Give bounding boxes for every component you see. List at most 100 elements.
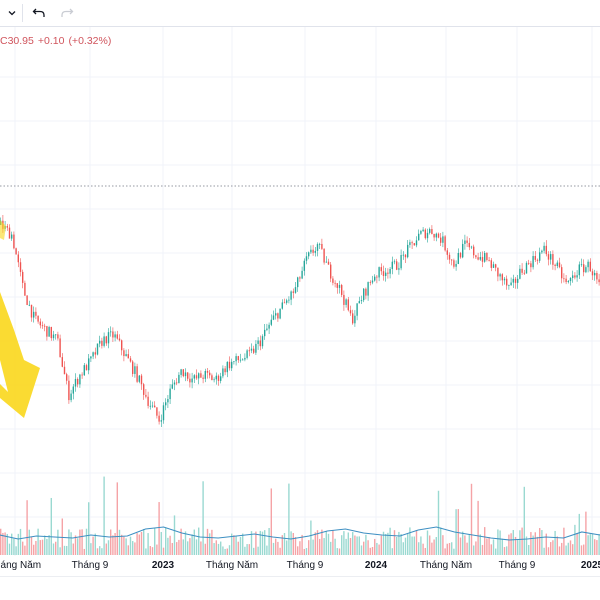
volume-bar bbox=[512, 530, 514, 555]
volume-bar bbox=[147, 533, 149, 555]
volume-bar bbox=[371, 546, 374, 555]
volume-bar bbox=[17, 533, 19, 555]
candle bbox=[198, 373, 200, 379]
volume-bar bbox=[140, 531, 143, 555]
candle bbox=[231, 361, 233, 369]
volume-bar bbox=[587, 535, 589, 555]
volume-bar bbox=[402, 542, 404, 555]
volume-bar bbox=[204, 543, 206, 555]
candle bbox=[550, 254, 552, 260]
volume-bar bbox=[305, 548, 308, 555]
candle bbox=[374, 276, 376, 281]
candle bbox=[543, 245, 545, 251]
volume-bar bbox=[563, 527, 565, 555]
volume-bar bbox=[88, 502, 90, 555]
candle bbox=[358, 301, 360, 304]
candle bbox=[552, 254, 554, 265]
volume-bar bbox=[48, 535, 50, 555]
candle bbox=[349, 310, 352, 314]
volume-bar bbox=[404, 537, 407, 555]
volume-bar bbox=[206, 528, 209, 555]
volume-bar bbox=[286, 540, 288, 555]
candle bbox=[457, 253, 459, 264]
candle bbox=[158, 415, 160, 422]
candle bbox=[156, 407, 158, 416]
volume-bar bbox=[343, 531, 345, 555]
volume-bar bbox=[435, 537, 437, 555]
candle bbox=[94, 352, 96, 355]
candle bbox=[253, 348, 255, 353]
volume-bar bbox=[187, 541, 189, 555]
volume-bar bbox=[330, 541, 332, 555]
volume-bar bbox=[28, 529, 30, 555]
volume-bar bbox=[301, 534, 303, 555]
volume-bar bbox=[552, 540, 554, 555]
candle bbox=[585, 267, 587, 273]
candle bbox=[316, 244, 319, 251]
volume-bar bbox=[358, 536, 360, 555]
toolbar-divider bbox=[22, 4, 23, 22]
candle bbox=[215, 375, 217, 380]
volume-bar bbox=[11, 533, 13, 555]
volume-bar bbox=[391, 548, 393, 555]
candle bbox=[343, 294, 345, 305]
volume-bar bbox=[143, 528, 145, 555]
volume-bar bbox=[176, 542, 178, 555]
candle bbox=[24, 282, 26, 296]
volume-bar bbox=[149, 546, 151, 555]
candle bbox=[297, 277, 299, 288]
volume-bar bbox=[308, 540, 310, 555]
undo-icon[interactable] bbox=[30, 3, 48, 23]
volume-bar bbox=[349, 538, 352, 555]
candle bbox=[327, 261, 330, 265]
volume-bar bbox=[279, 547, 281, 555]
volume-bar bbox=[484, 527, 486, 555]
candle bbox=[508, 284, 510, 286]
candle bbox=[598, 279, 600, 283]
volume-bar bbox=[160, 531, 162, 555]
volume-bar bbox=[107, 540, 110, 555]
volume-bar bbox=[85, 528, 88, 555]
time-axis-label: Tháng Năm bbox=[205, 560, 259, 571]
volume-bar bbox=[354, 535, 356, 555]
volume-bar bbox=[517, 540, 519, 555]
candle bbox=[488, 259, 490, 261]
candle bbox=[154, 405, 156, 408]
candle bbox=[352, 313, 354, 324]
candle bbox=[396, 261, 398, 270]
volume-bar bbox=[400, 533, 402, 555]
volume-bar bbox=[125, 538, 127, 555]
volume-bar bbox=[437, 490, 440, 555]
candle bbox=[484, 252, 486, 262]
candle bbox=[446, 250, 448, 255]
volume-bar bbox=[583, 544, 585, 555]
candle bbox=[33, 311, 35, 318]
candle bbox=[224, 368, 226, 373]
candle bbox=[178, 374, 180, 384]
candle bbox=[41, 325, 44, 327]
candle bbox=[30, 304, 33, 318]
volume-bar bbox=[253, 547, 255, 555]
time-axis[interactable]: Tháng Năm Tháng 9 2023 Tháng Năm Tháng 9 2024… bbox=[0, 556, 600, 577]
volume-bar bbox=[211, 529, 213, 555]
volume-bar bbox=[321, 529, 323, 555]
candle bbox=[140, 375, 143, 385]
candle bbox=[264, 329, 266, 337]
volume-bar bbox=[231, 533, 233, 555]
volume-bar bbox=[589, 534, 591, 555]
volume-bar bbox=[365, 534, 367, 555]
price-chart[interactable] bbox=[0, 27, 600, 556]
volume-bar bbox=[444, 548, 446, 555]
chevron-down-icon[interactable] bbox=[4, 3, 20, 23]
candle bbox=[281, 302, 283, 309]
candle bbox=[195, 375, 198, 379]
volume-bar bbox=[261, 531, 264, 555]
candle bbox=[301, 270, 303, 279]
candle bbox=[536, 259, 539, 261]
candle bbox=[444, 236, 446, 251]
volume-bar bbox=[363, 541, 365, 555]
candle bbox=[305, 256, 308, 261]
volume-bar bbox=[431, 542, 433, 555]
candle bbox=[8, 227, 11, 239]
redo-icon[interactable] bbox=[58, 3, 76, 23]
